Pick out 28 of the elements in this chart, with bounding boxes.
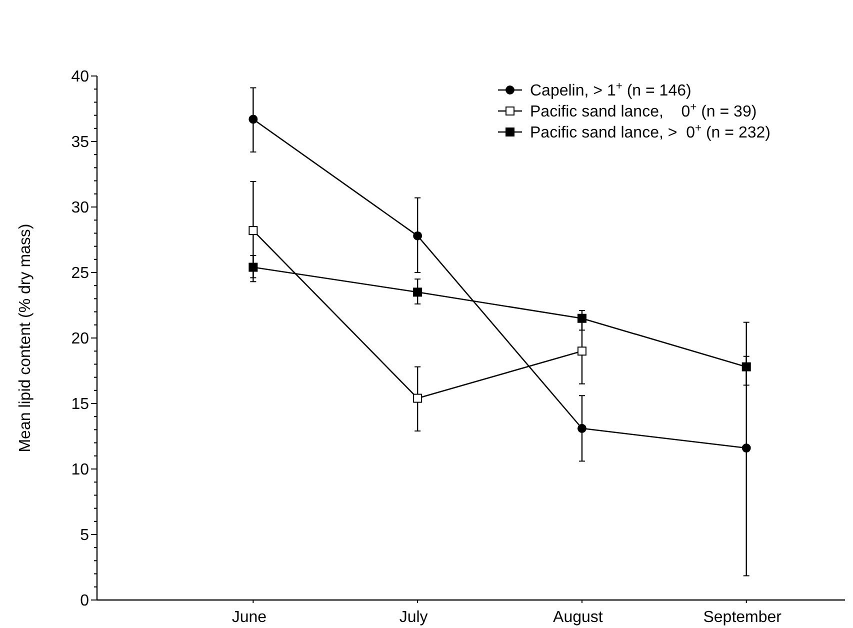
y-tick-label: 25 [71, 265, 90, 282]
y-axis-title: Mean lipid content (% dry mass) [17, 224, 34, 452]
y-tick-label: 5 [80, 527, 90, 544]
x-tick-label: June [232, 609, 267, 626]
legend-label: Pacific sand lance, > 0$^{+}$ (n = 232) [530, 122, 770, 142]
point [577, 424, 586, 433]
point [577, 346, 586, 356]
y-tick-label: 35 [71, 134, 90, 152]
point [577, 314, 586, 323]
point [248, 262, 258, 272]
point [413, 394, 422, 403]
point [413, 231, 422, 240]
y-tick-label: 0 [80, 592, 90, 610]
y-tick-label: 20 [71, 330, 90, 348]
legend-label: Capelin, > 1$^{+}$ (n = 146) [530, 80, 692, 100]
x-tick-label: July [399, 609, 428, 626]
legend-label: Pacific sand lance, 0$^{+}$ (n = 39) [530, 102, 757, 121]
y-tick-label: 40 [71, 68, 90, 86]
y-tick-label: 10 [71, 462, 90, 479]
point [742, 444, 751, 453]
x-tick-label: September [703, 609, 782, 626]
point [413, 288, 422, 297]
point [742, 362, 751, 372]
y-tick-label: 30 [71, 200, 90, 217]
point [248, 114, 258, 124]
point [248, 226, 258, 236]
y-tick-label: 15 [71, 396, 90, 414]
x-tick-label: August [553, 609, 604, 626]
